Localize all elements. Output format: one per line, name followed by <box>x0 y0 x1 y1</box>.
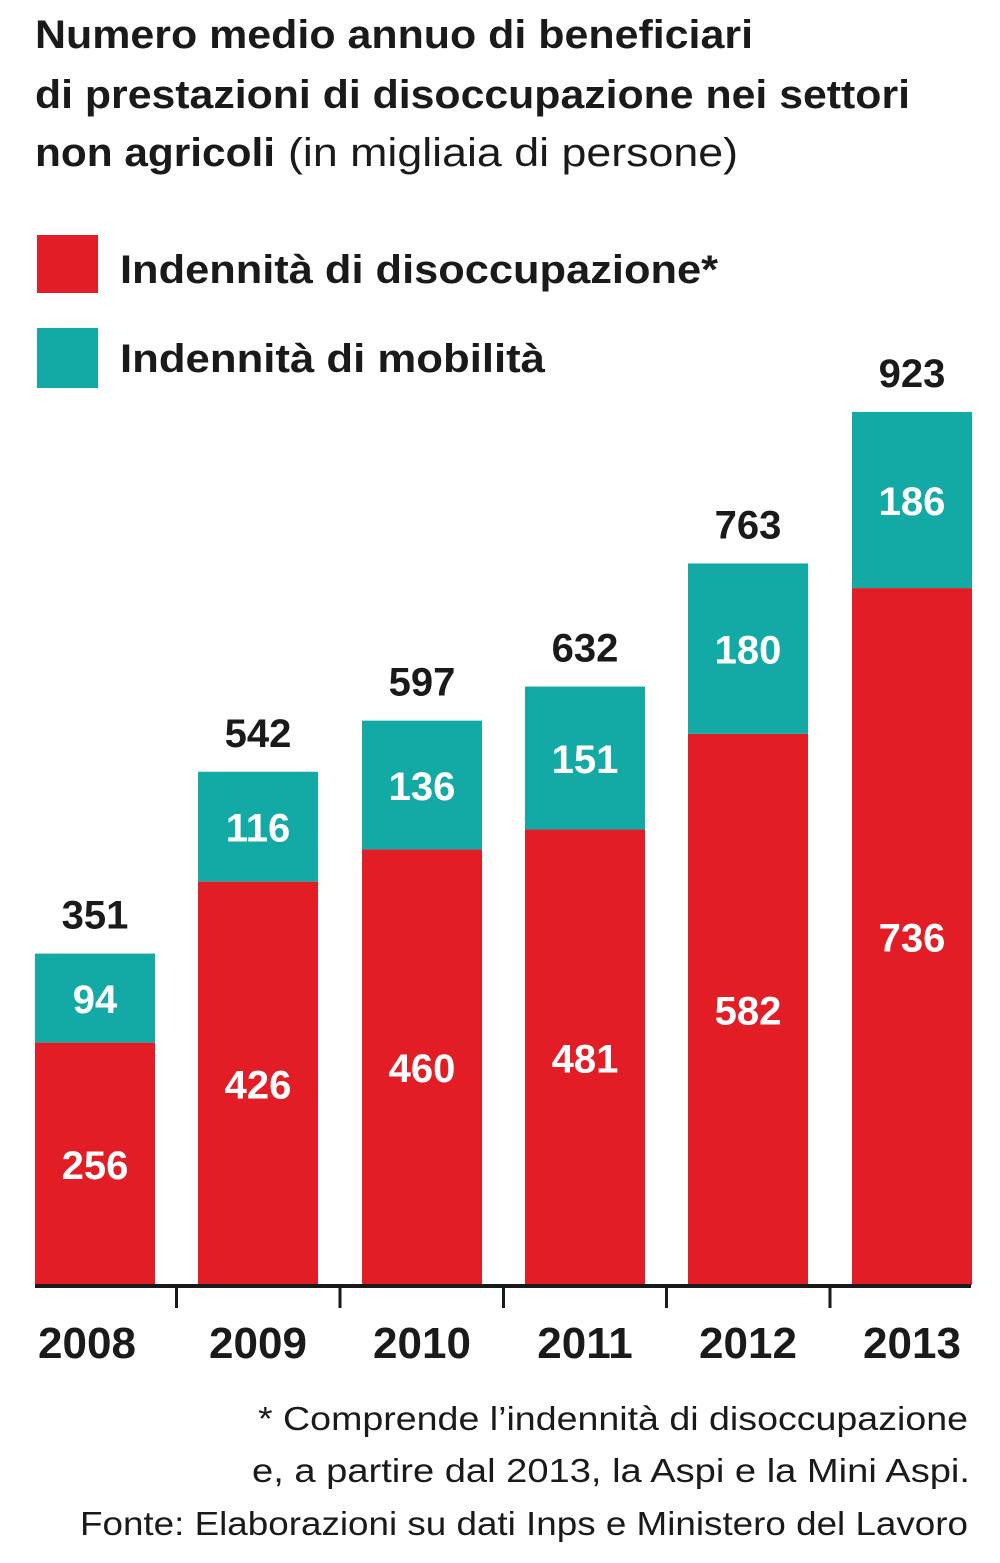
total-label-2013: 923 <box>879 352 946 396</box>
bar-disoccupazione-2008 <box>35 1042 155 1285</box>
legend-label-disoccupazione: Indennità di disoccupazione* <box>120 248 718 292</box>
data-label-mobilita-2010: 136 <box>389 765 456 809</box>
data-label-disoccupazione-2008: 256 <box>62 1144 129 1188</box>
data-label-mobilita-2009: 116 <box>226 807 291 851</box>
source-note: Fonte: Elaborazioni su dati Inps e Minis… <box>80 1505 968 1542</box>
x-tick-label-2008: 2008 <box>38 1319 136 1368</box>
chart-title-line-3: non agricoli <box>35 131 275 175</box>
x-tick-label-2010: 2010 <box>373 1319 471 1368</box>
x-tick-label-2013: 2013 <box>863 1319 961 1368</box>
bar-disoccupazione-2013 <box>852 588 972 1285</box>
legend-swatch-disoccupazione <box>37 235 98 293</box>
data-label-disoccupazione-2011: 481 <box>552 1037 619 1081</box>
data-label-mobilita-2008: 94 <box>73 978 118 1022</box>
bar-mobilita-2010 <box>362 720 482 850</box>
x-tick-label-2012: 2012 <box>699 1319 797 1368</box>
x-tick-label-2011: 2011 <box>537 1319 632 1368</box>
bar-mobilita-2013 <box>852 411 972 589</box>
total-label-2012: 763 <box>715 503 782 547</box>
total-label-2011: 632 <box>552 627 619 671</box>
data-label-disoccupazione-2010: 460 <box>389 1047 456 1091</box>
total-label-2010: 597 <box>389 661 456 705</box>
data-label-disoccupazione-2012: 582 <box>715 989 782 1033</box>
data-label-disoccupazione-2013: 736 <box>879 917 946 961</box>
bar-disoccupazione-2011 <box>525 829 645 1285</box>
total-label-2009: 542 <box>225 712 292 756</box>
total-label-2008: 351 <box>62 894 129 938</box>
bar-disoccupazione-2012 <box>688 733 808 1285</box>
bar-mobilita-2011 <box>525 686 645 830</box>
chart-title-line-1: Numero medio annuo di beneficiari <box>35 13 753 57</box>
data-label-disoccupazione-2009: 426 <box>225 1063 292 1107</box>
legend-label-mobilita: Indennità di mobilità <box>120 337 546 381</box>
bar-mobilita-2008 <box>35 953 155 1043</box>
bar-disoccupazione-2009 <box>198 881 318 1285</box>
bar-mobilita-2012 <box>688 563 808 734</box>
chart-title-line-2: di prestazioni di disoccupazione nei set… <box>35 73 910 117</box>
data-label-mobilita-2012: 180 <box>715 629 782 673</box>
footnote-line-1: * Comprende l’indennità di disoccupazion… <box>258 1400 968 1437</box>
data-label-mobilita-2011: 151 <box>552 738 619 782</box>
legend-swatch-mobilita <box>37 328 98 388</box>
data-label-mobilita-2013: 186 <box>879 480 946 524</box>
x-tick-label-2009: 2009 <box>209 1319 307 1368</box>
bar-mobilita-2009 <box>198 771 318 882</box>
bar-disoccupazione-2010 <box>362 849 482 1285</box>
footnote-line-2: e, a partire dal 2013, la Aspi e la Mini… <box>252 1452 970 1489</box>
chart-subtitle: (in migliaia di persone) <box>288 131 738 175</box>
